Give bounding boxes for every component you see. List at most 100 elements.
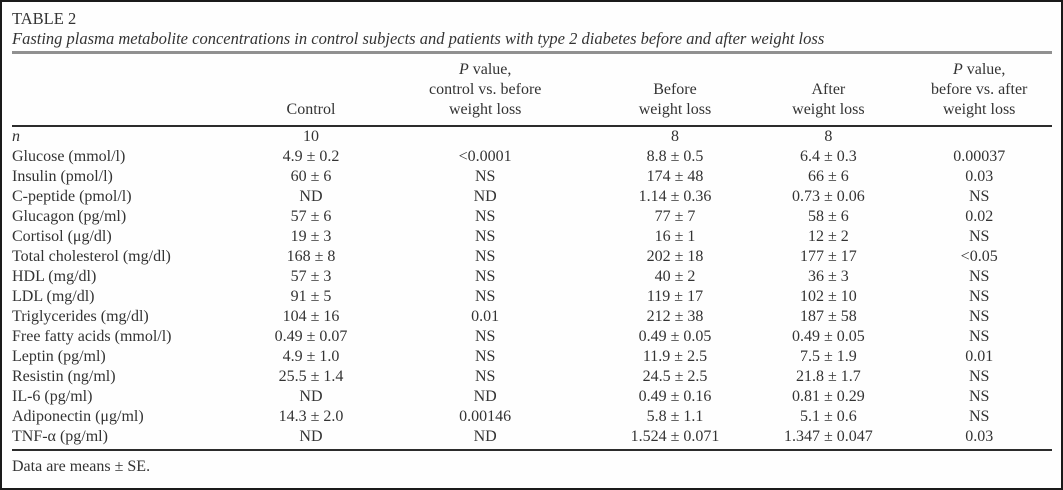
table-row-free-fatty-acids: Free fatty acids (mmol/l) 0.49 ± 0.07 NS… [12,327,1052,347]
table-row-il6: IL-6 (pg/ml) ND ND 0.49 ± 0.16 0.81 ± 0.… [12,387,1052,407]
cell-after: 177 ± 17 [799,248,857,265]
cell-after: 187 ± 58 [799,308,857,325]
header-line: weight loss [792,101,865,118]
table-row-hdl: HDL (mg/dl) 57 ± 3 NS 40 ± 2 36 ± 3 NS [12,267,1052,287]
col-header-control: Control [251,54,371,127]
cell-pvalue-2: 0.01 [965,348,994,365]
p-italic: P [952,61,963,78]
cell-pvalue-1: ND [473,188,497,205]
row-label: Insulin (pmol/l) [12,168,113,185]
cell-pvalue-1: NS [474,288,496,305]
cell-after: 36 ± 3 [807,268,849,285]
cell-control: 4.9 ± 0.2 [282,148,340,165]
cell-pvalue-1: ND [370,427,600,451]
cell-before: 212 ± 38 [646,308,704,325]
cell-after: 58 ± 6 [807,208,849,225]
cell-after: 8 [824,128,833,145]
row-label: Total cholesterol (mg/dl) [12,248,171,265]
cell-control: 168 ± 8 [286,248,336,265]
table-row-glucose: Glucose (mmol/l) 4.9 ± 0.2 <0.0001 8.8 ±… [12,147,1052,167]
row-label: IL-6 (pg/ml) [12,388,93,405]
row-label: Triglycerides (mg/dl) [12,308,149,325]
table-row-ldl: LDL (mg/dl) 91 ± 5 NS 119 ± 17 102 ± 10 … [12,287,1052,307]
col-header-after-weight-loss: After weight loss [750,54,907,127]
cell-control: ND [251,427,371,451]
row-label: C-peptide (pmol/l) [12,188,132,205]
cell-pvalue-2: NS [968,368,990,385]
cell-control: ND [299,388,323,405]
cell-after: 6.4 ± 0.3 [799,148,857,165]
cell-before: 16 ± 1 [654,228,696,245]
header-line: After [811,81,846,98]
cell-after: 66 ± 6 [807,168,849,185]
cell-after: 1.347 ± 0.047 [750,427,907,451]
cell-control: 19 ± 3 [290,228,332,245]
cell-control: 104 ± 16 [282,308,340,325]
table-row-triglycerides: Triglycerides (mg/dl) 104 ± 16 0.01 212 … [12,307,1052,327]
row-label: Leptin (pg/ml) [12,348,106,365]
cell-pvalue-1: NS [474,268,496,285]
header-line: before vs. after [930,81,1028,98]
cell-pvalue-1: ND [473,388,497,405]
cell-control: 14.3 ± 2.0 [278,408,344,425]
table-row-leptin: Leptin (pg/ml) 4.9 ± 1.0 NS 11.9 ± 2.5 7… [12,347,1052,367]
cell-before: 0.49 ± 0.05 [638,328,712,345]
col-header-rowlabels [12,54,252,127]
header-line: weight loss [448,101,522,118]
p-italic: P [458,61,469,78]
cell-pvalue-1: NS [474,228,496,245]
row-label: Resistin (ng/ml) [12,368,116,385]
metabolite-table: Control P value, control vs. before weig… [12,54,1052,451]
table-row-n: n 10 8 8 [12,126,1052,147]
cell-pvalue-2: NS [968,188,990,205]
cell-before: 77 ± 7 [654,208,696,225]
cell-control: 57 ± 3 [290,268,332,285]
table-row-total-cholesterol: Total cholesterol (mg/dl) 168 ± 8 NS 202… [12,247,1052,267]
cell-control: 60 ± 6 [290,168,332,185]
table-title: TABLE 2 [12,9,77,28]
cell-control: 0.49 ± 0.07 [274,328,348,345]
cell-pvalue-1: NS [474,168,496,185]
row-label: LDL (mg/dl) [12,288,95,305]
cell-after: 7.5 ± 1.9 [799,348,857,365]
cell-pvalue-2: NS [968,408,990,425]
cell-control: 10 [302,128,319,145]
table-body: n 10 8 8 Glucose (mmol/l) 4.9 ± 0.2 <0.0… [12,126,1052,451]
p-rest: value, [962,61,1006,78]
cell-control: 4.9 ± 1.0 [282,348,340,365]
cell-pvalue-1: 0.01 [471,308,500,325]
col-header-pvalue-before-vs-after: P value, before vs. after weight loss [906,54,1052,127]
cell-pvalue-2: 0.00037 [953,148,1006,165]
cell-pvalue-1: NS [474,348,496,365]
cell-pvalue-1: NS [474,328,496,345]
header-line: Before [653,81,697,98]
table-subtitle: Fasting plasma metabolite concentrations… [12,29,825,48]
cell-pvalue-2: 0.03 [965,168,994,185]
table-row-adiponectin: Adiponectin (μg/ml) 14.3 ± 2.0 0.00146 5… [12,407,1052,427]
table-row-tnf-alpha: TNF-α (pg/ml) ND ND 1.524 ± 0.071 1.347 … [12,427,1052,451]
row-label: Glucagon (pg/ml) [12,208,127,225]
table-row-glucagon: Glucagon (pg/ml) 57 ± 6 NS 77 ± 7 58 ± 6… [12,207,1052,227]
cell-after: 102 ± 10 [799,288,857,305]
cell-control: 57 ± 6 [290,208,332,225]
row-label: Adiponectin (μg/ml) [12,408,144,425]
cell-pvalue-1: 0.00146 [459,408,512,425]
cell-pvalue-2: NS [968,328,990,345]
cell-before: 5.8 ± 1.1 [646,408,704,425]
row-label: n [12,128,20,145]
cell-after: 0.73 ± 0.06 [791,188,865,205]
cell-after: 21.8 ± 1.7 [795,368,861,385]
table-row-insulin: Insulin (pmol/l) 60 ± 6 NS 174 ± 48 66 ±… [12,167,1052,187]
row-label: Cortisol (μg/dl) [12,228,112,245]
cell-pvalue-1 [371,126,600,147]
table-row-resistin: Resistin (ng/ml) 25.5 ± 1.4 NS 24.5 ± 2.… [12,367,1052,387]
cell-pvalue-2: NS [968,388,990,405]
table-footnote: Data are means ± SE. [12,458,151,475]
cell-before: 8.8 ± 0.5 [646,148,704,165]
col-header-pvalue-control-vs-before: P value, control vs. before weight loss [370,54,600,127]
cell-control: ND [299,188,323,205]
cell-before: 40 ± 2 [654,268,696,285]
header-line: weight loss [942,101,1016,118]
cell-before: 202 ± 18 [646,248,704,265]
